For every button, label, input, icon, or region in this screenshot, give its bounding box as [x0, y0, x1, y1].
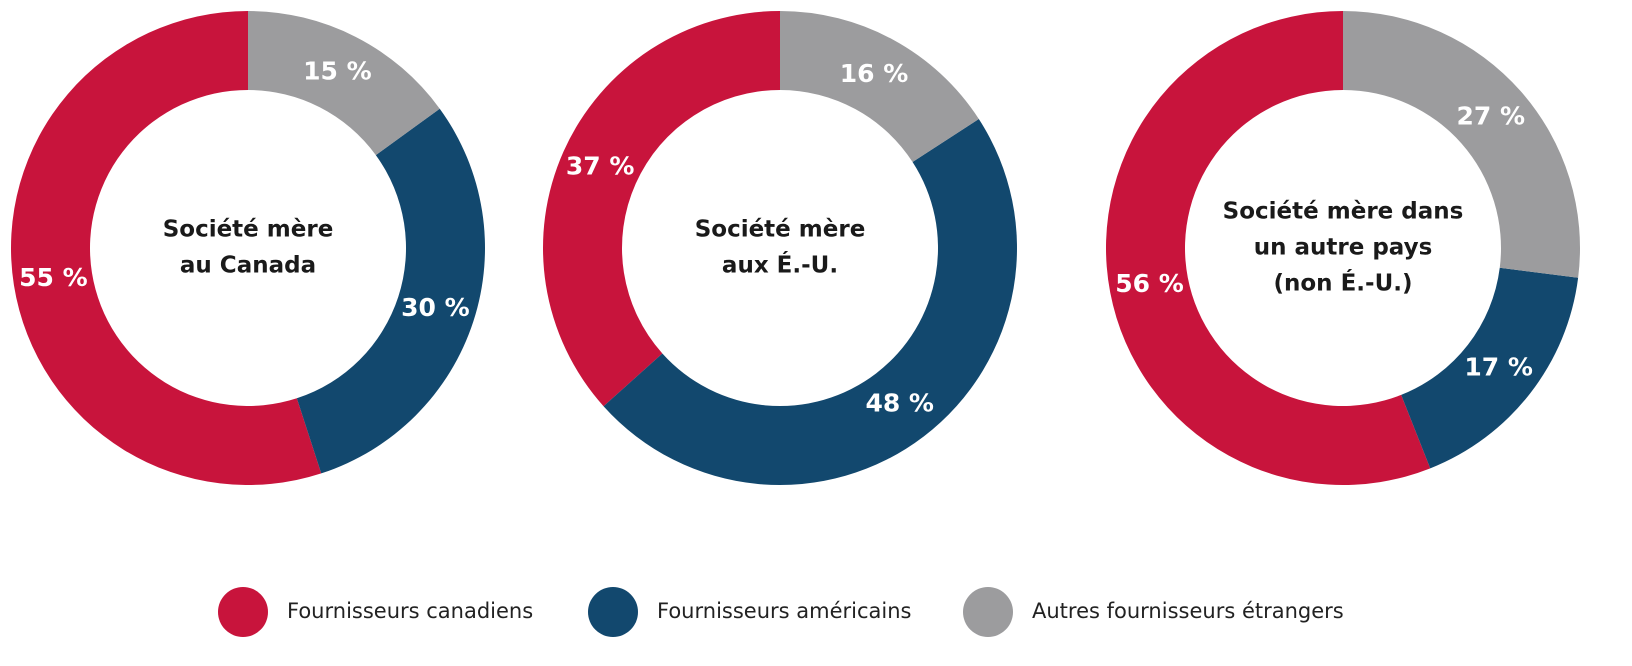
value-label: 17 % — [1464, 353, 1533, 382]
center-title: au Canada — [180, 253, 316, 279]
center-title: Société mère — [695, 217, 866, 243]
center-title: Société mère — [163, 217, 334, 243]
legend-swatch — [218, 587, 268, 637]
legend-swatch — [588, 587, 638, 637]
donut-segment — [780, 11, 979, 163]
value-label: 27 % — [1456, 102, 1525, 131]
donut-segment — [1105, 11, 1431, 486]
value-label: 15 % — [303, 56, 372, 85]
value-label: 37 % — [566, 152, 635, 181]
value-label: 48 % — [865, 388, 934, 417]
legend-label: Autres fournisseurs étrangers — [1032, 599, 1344, 623]
center-title: (non É.-U.) — [1274, 269, 1413, 297]
legend-swatch — [963, 587, 1013, 637]
donut-segment — [1343, 11, 1580, 278]
value-label: 16 % — [840, 59, 909, 88]
donut-segment — [296, 108, 485, 474]
value-label: 30 % — [401, 293, 470, 322]
value-label: 55 % — [19, 263, 88, 292]
center-title: aux É.-U. — [722, 251, 838, 279]
donut-segment — [543, 11, 780, 407]
value-label: 56 % — [1115, 269, 1184, 298]
donut-segment — [10, 11, 322, 486]
center-title: Société mère dans — [1223, 199, 1464, 225]
center-title: un autre pays — [1254, 235, 1433, 261]
donut-segment — [248, 11, 440, 156]
donut-segment — [1401, 267, 1579, 469]
legend-label: Fournisseurs américains — [657, 599, 911, 623]
donut-segment — [603, 119, 1017, 485]
legend-label: Fournisseurs canadiens — [287, 599, 533, 623]
